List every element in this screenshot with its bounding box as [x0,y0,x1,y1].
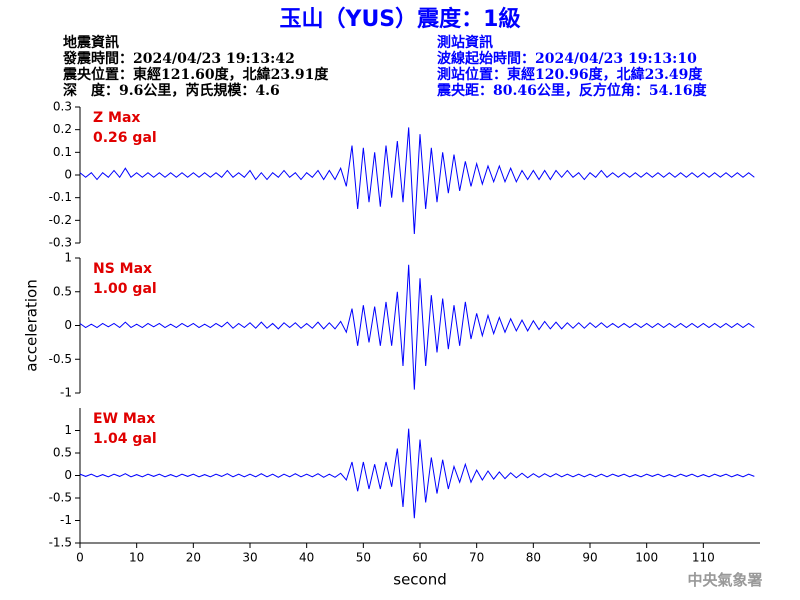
y-tick-label: 1 [64,251,72,265]
y-tick-label: 0.2 [53,122,72,136]
y-tick-label: 0 [64,168,72,182]
x-tick-label: 80 [526,551,541,565]
x-tick-label: 40 [299,551,314,565]
y-tick-label: -0.5 [49,352,72,366]
watermark: 中央氣象署 [687,571,762,589]
x-tick-label: 70 [469,551,484,565]
info-right: 測站位置：東經120.96度，北緯23.49度 [437,66,703,83]
y-tick-label: 0.5 [53,284,72,298]
annotation: 1.04 gal [93,431,157,447]
info-left: 地震資訊 [63,34,119,51]
x-tick-label: 90 [582,551,597,565]
x-tick-label: 60 [412,551,427,565]
y-tick-label: 0 [64,468,72,482]
info-right: 震央距：80.46公里，反方位角：54.16度 [436,82,708,99]
info-left: 發震時間：2024/04/23 19:13:42 [62,50,295,67]
y-tick-label: -0.1 [49,190,72,204]
x-axis-label: second [393,571,447,589]
annotation: 1.00 gal [93,281,157,297]
x-tick-label: 110 [692,551,715,565]
y-tick-label: 0.5 [53,446,72,460]
annotation: EW Max [93,411,155,427]
annotation: Z Max [93,110,140,126]
waveform [79,127,755,234]
annotation: NS Max [93,261,152,277]
info-left: 深 度：9.6公里，芮氏規模：4.6 [63,82,280,99]
x-tick-label: 20 [186,551,201,565]
x-tick-label: 30 [242,551,257,565]
x-tick-label: 100 [635,551,658,565]
y-tick-label: -1.5 [49,536,72,550]
y-tick-label: 1 [64,423,72,437]
y-tick-label: 0.1 [53,145,72,159]
y-tick-label: -0.3 [49,236,72,250]
x-tick-label: 10 [129,551,144,565]
y-tick-label: -0.5 [49,491,72,505]
title: 玉山（YUS）震度：1級 [280,6,521,32]
info-left: 震央位置：東經121.60度，北緯23.91度 [62,66,329,83]
x-tick-label: 0 [76,551,84,565]
info-right: 測站資訊 [437,34,493,51]
waveform [79,264,755,390]
x-tick-label: 50 [356,551,371,565]
y-tick-label: -1 [60,513,72,527]
y-tick-label: 0 [64,318,72,332]
y-tick-label: -0.2 [49,213,72,227]
waveform [79,428,755,519]
y-tick-label: 0.3 [53,100,72,114]
y-axis-label: acceleration [23,279,41,371]
info-right: 波線起始時間：2024/04/23 19:13:10 [437,50,697,67]
y-tick-label: -1 [60,386,72,400]
annotation: 0.26 gal [93,130,157,146]
